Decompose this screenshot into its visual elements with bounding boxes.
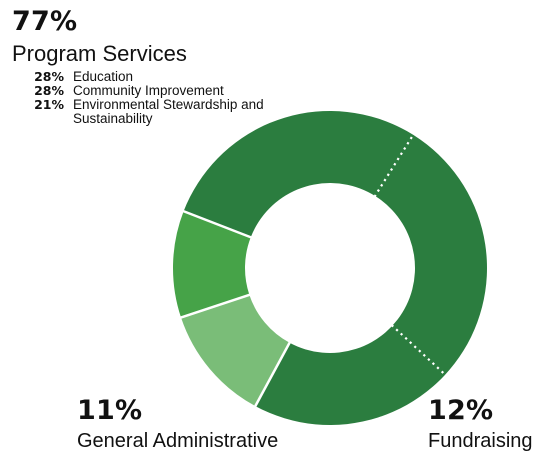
general-administrative-label: 11% General Administrative: [77, 397, 278, 453]
segment-separator: [179, 293, 251, 320]
breakdown-percent: 21%: [34, 97, 64, 112]
breakdown-percent: 28%: [34, 69, 64, 84]
fundraising-name: Fundraising: [428, 430, 533, 452]
program-services-name: Program Services: [12, 41, 187, 66]
breakdown-percent: 28%: [34, 83, 64, 98]
breakdown-item-community: 28% Community Improvement: [31, 84, 291, 98]
donut-segment-program-services: [183, 110, 487, 425]
program-breakdown-list: 28% Education 28% Community Improvement …: [31, 70, 291, 126]
breakdown-item-education: 28% Education: [31, 70, 291, 84]
segment-separator: [253, 341, 292, 408]
general-administrative-percent: 11%: [77, 395, 143, 426]
program-services-label: 77% Program Services: [12, 8, 187, 66]
breakdown-item-environmental: 21% Environmental Stewardship and Sustai…: [31, 98, 291, 126]
breakdown-name: Education: [73, 69, 134, 84]
general-administrative-name: General Administrative: [77, 430, 279, 452]
donut-segment-general-administrative: [173, 211, 251, 318]
segment-separator: [182, 209, 253, 239]
fundraising-label: 12% Fundraising: [428, 397, 533, 453]
donut-segment-fundraising: [181, 294, 290, 407]
breakdown-name: Environmental Stewardship and Sustainabi…: [73, 97, 264, 126]
breakdown-name: Community Improvement: [73, 83, 224, 98]
fundraising-percent: 12%: [428, 395, 494, 426]
program-services-percent: 77%: [12, 6, 78, 37]
